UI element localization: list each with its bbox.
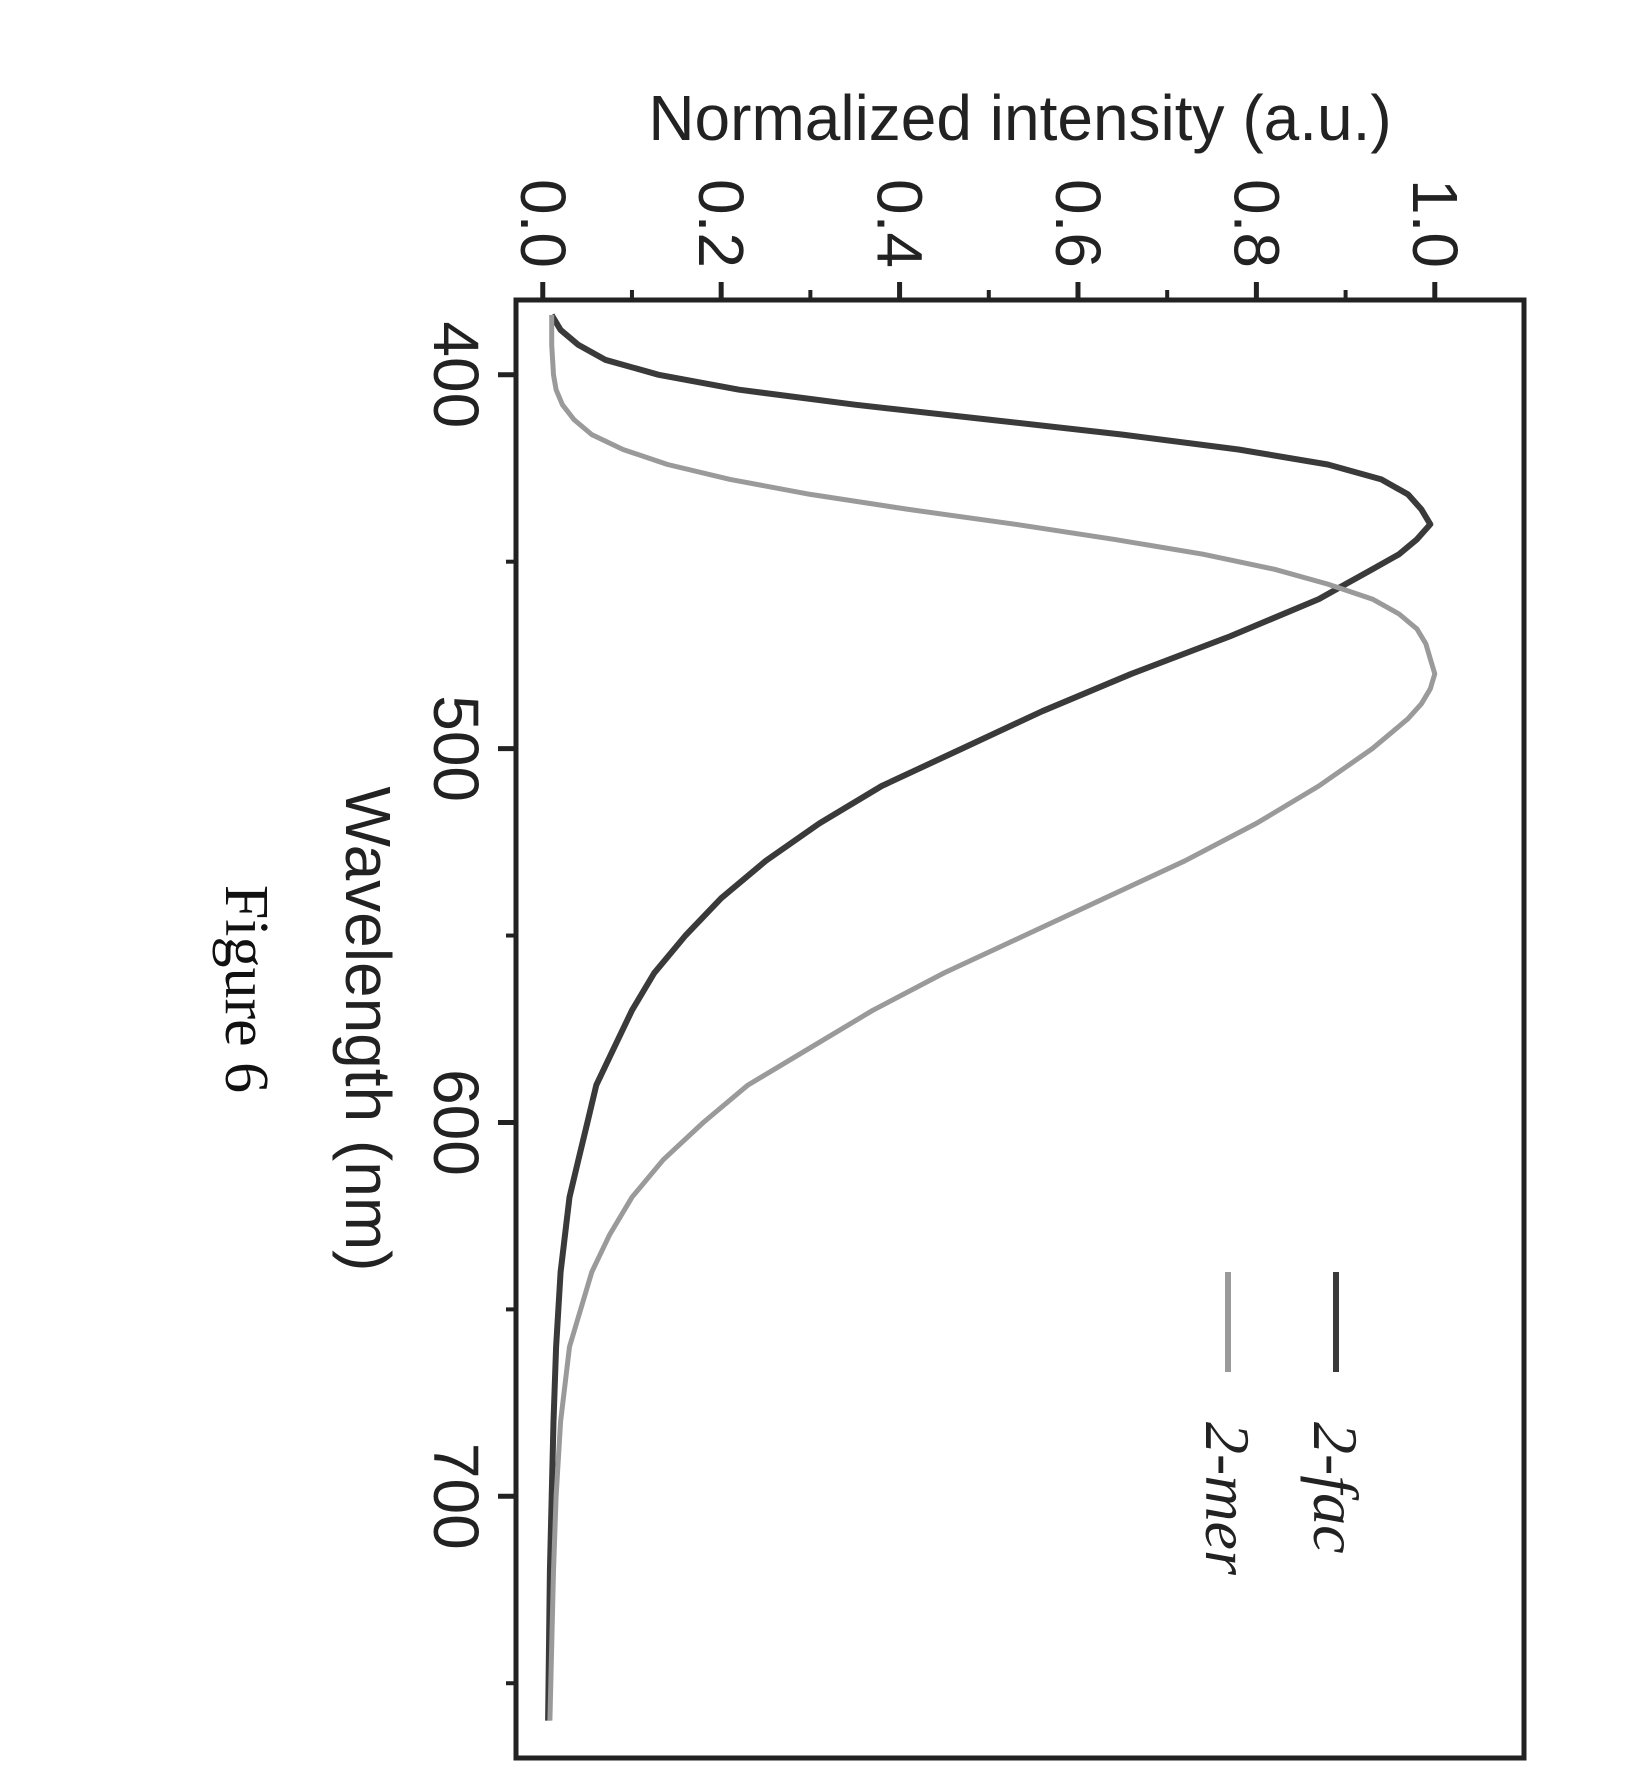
figure-caption: Figure 6 bbox=[212, 885, 280, 1093]
y-tick-label: 0.2 bbox=[685, 179, 757, 268]
legend: 2-fac 2-mer bbox=[1192, 1272, 1371, 1576]
x-tick-label: 500 bbox=[420, 695, 492, 802]
legend-label-2-fac: 2-fac bbox=[1300, 1422, 1371, 1554]
y-axis-title: Normalized intensity (a.u.) bbox=[648, 82, 1391, 154]
x-axis-ticks: 400 500 600 700 bbox=[420, 321, 516, 1686]
series-layer bbox=[545, 313, 1438, 1721]
x-tick-label: 700 bbox=[420, 1443, 492, 1550]
y-axis-ticks: 0.0 0.2 0.4 0.6 0.8 1.0 bbox=[507, 179, 1471, 300]
y-tick-label: 0.4 bbox=[864, 179, 936, 268]
y-tick-label: 0.0 bbox=[507, 179, 579, 268]
x-axis-title: Wavelength (nm) bbox=[332, 787, 404, 1272]
x-tick-label: 600 bbox=[420, 1069, 492, 1176]
legend-label-2-mer: 2-mer bbox=[1192, 1422, 1263, 1576]
y-tick-label: 1.0 bbox=[1399, 179, 1471, 268]
plot-frame bbox=[513, 297, 1527, 1761]
y-tick-label: 0.6 bbox=[1042, 179, 1114, 268]
series-line-2-fac bbox=[545, 313, 1434, 1721]
series-line-2-mer bbox=[547, 315, 1438, 1721]
y-tick-label: 0.8 bbox=[1220, 179, 1292, 268]
x-tick-label: 400 bbox=[420, 321, 492, 428]
